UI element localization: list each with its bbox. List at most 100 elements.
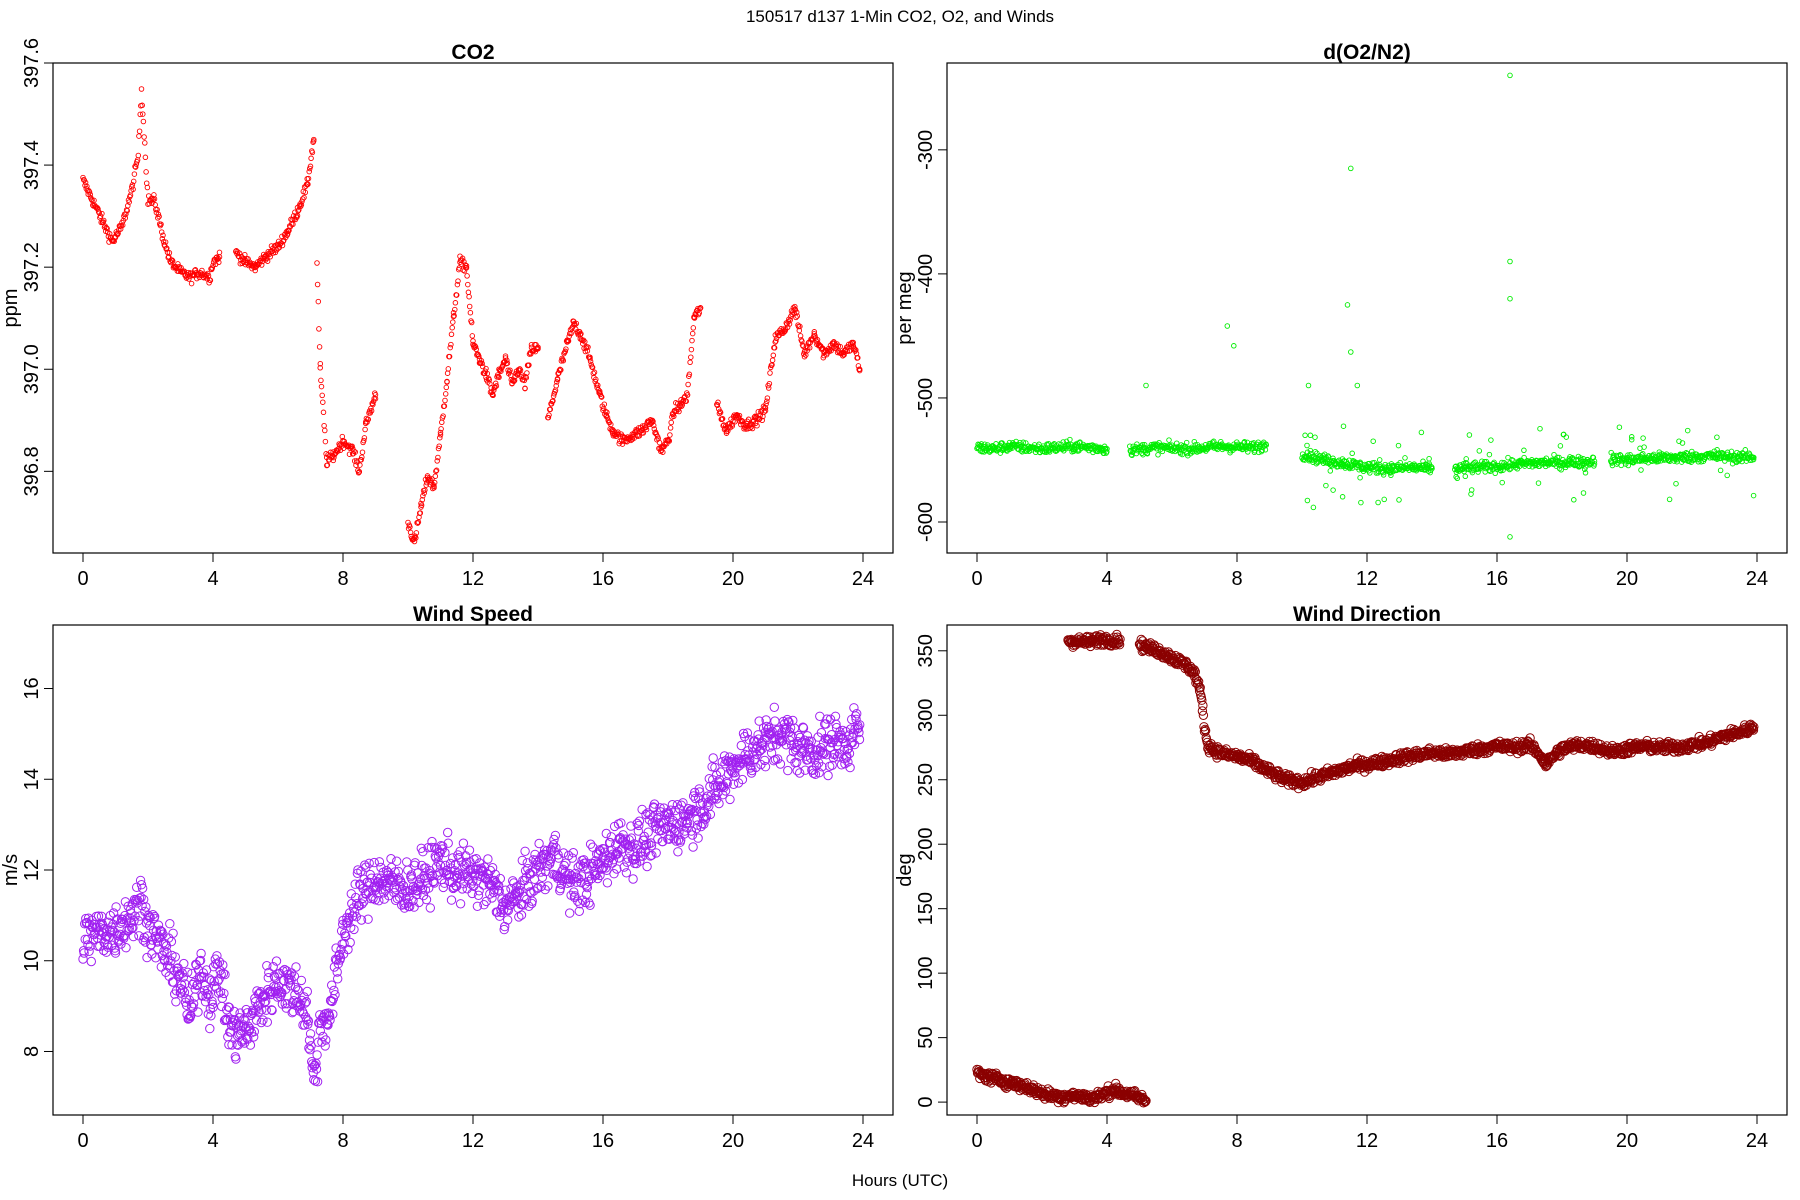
- data-point: [645, 851, 656, 861]
- data-point: [216, 254, 223, 260]
- data-point: [711, 790, 721, 801]
- data-point: [495, 373, 502, 380]
- data-point: [442, 391, 449, 397]
- data-point: [399, 903, 410, 913]
- data-point: [135, 911, 145, 921]
- data-point: [205, 270, 211, 277]
- data-point: [1310, 504, 1317, 511]
- data-point: [1141, 1096, 1151, 1106]
- data-point: [618, 830, 628, 840]
- data-point: [352, 449, 359, 455]
- data-point: [1200, 726, 1211, 736]
- data-point: [523, 881, 534, 891]
- data-point: [1491, 459, 1497, 466]
- data-point: [127, 192, 134, 198]
- y-axis-label: per meg: [894, 271, 916, 344]
- data-point: [363, 914, 373, 924]
- data-point: [771, 345, 778, 351]
- data-point: [291, 962, 301, 972]
- data-point: [1155, 452, 1161, 458]
- data-point: [210, 262, 216, 269]
- x-tick-label: 12: [1356, 568, 1378, 590]
- outlier-point: [1231, 343, 1237, 349]
- data-point: [137, 901, 147, 911]
- data-point: [198, 968, 209, 978]
- data-point: [145, 912, 155, 923]
- data-point: [296, 975, 307, 986]
- data-point: [1621, 455, 1627, 461]
- data-point: [736, 740, 746, 751]
- data-point: [463, 263, 470, 269]
- y-tick-label: -500: [915, 378, 937, 418]
- data-point: [610, 427, 616, 433]
- x-tick-label: 20: [722, 568, 744, 590]
- data-point: [476, 353, 482, 359]
- data-point: [1381, 496, 1387, 503]
- data-point: [281, 984, 291, 994]
- data-point: [359, 454, 365, 460]
- data-point: [163, 246, 169, 252]
- data-point: [301, 194, 307, 201]
- data-point: [492, 384, 498, 390]
- data-point: [1074, 440, 1081, 447]
- data-point: [1402, 455, 1408, 461]
- data-point: [795, 768, 805, 778]
- data-point: [553, 850, 563, 860]
- data-point: [455, 899, 466, 909]
- data-point: [164, 245, 170, 252]
- data-point: [349, 443, 355, 449]
- data-point: [1418, 429, 1425, 436]
- data-point: [1397, 459, 1403, 466]
- data-point: [699, 819, 709, 829]
- data-point: [91, 197, 97, 204]
- data-point: [261, 996, 271, 1006]
- data-point: [83, 940, 93, 950]
- data-point: [514, 912, 524, 922]
- data-point: [830, 711, 841, 721]
- data-point: [392, 856, 402, 866]
- data-point: [130, 178, 137, 185]
- data-point: [643, 426, 650, 433]
- data-point: [362, 426, 368, 433]
- data-point: [528, 855, 539, 865]
- data-point: [1015, 443, 1022, 449]
- data-point: [125, 202, 131, 209]
- data-point: [1427, 467, 1434, 473]
- data-point: [668, 419, 674, 426]
- data-point: [278, 966, 288, 976]
- data-point: [562, 348, 569, 355]
- data-point: [379, 888, 389, 898]
- data-point: [296, 1000, 306, 1010]
- y-tick-label: 350: [915, 634, 937, 667]
- data-point: [1499, 479, 1505, 486]
- data-point: [286, 968, 297, 978]
- data-point: [652, 430, 658, 436]
- data-point: [101, 217, 107, 224]
- data-point: [669, 827, 680, 837]
- data-point: [144, 184, 151, 191]
- data-point: [444, 370, 451, 376]
- data-point: [767, 370, 773, 376]
- data-point: [756, 739, 767, 749]
- data-point: [768, 362, 775, 369]
- data-point: [308, 155, 314, 162]
- data-point: [1340, 423, 1347, 429]
- data-point: [583, 876, 594, 887]
- data-point: [546, 412, 552, 418]
- y-tick-label: 397.4: [21, 140, 43, 190]
- data-point: [548, 840, 559, 850]
- data-point: [312, 1077, 323, 1087]
- data-point: [193, 1007, 203, 1017]
- data-point: [496, 374, 502, 381]
- data-point: [550, 830, 561, 841]
- data-point: [235, 253, 242, 259]
- x-tick-label: 12: [462, 568, 484, 590]
- data-point: [1263, 442, 1270, 448]
- data-point: [320, 399, 326, 405]
- data-point: [450, 310, 457, 316]
- data-point: [749, 755, 759, 765]
- data-point: [762, 404, 768, 411]
- data-point: [1683, 450, 1689, 456]
- data-point: [854, 734, 865, 745]
- data-point: [330, 457, 337, 464]
